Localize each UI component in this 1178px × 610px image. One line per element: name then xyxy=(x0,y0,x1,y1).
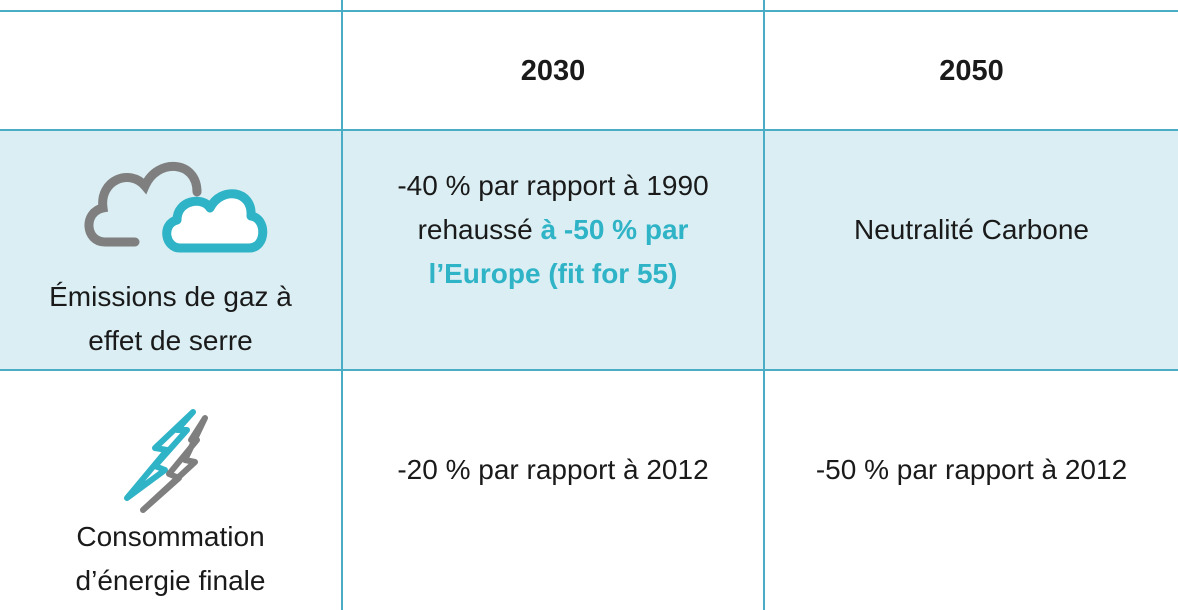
text: Neutralité Carbone xyxy=(853,214,1090,245)
text-line: Neutralité Carbone xyxy=(854,208,1089,252)
cell-content: -50 % par rapport à 2012 xyxy=(765,370,1178,570)
lightning-icon xyxy=(124,409,208,513)
cloud-icon xyxy=(84,161,268,253)
cell-content: -40 % par rapport à 1990 rehaussé à -50 % … xyxy=(343,130,763,330)
header-cell: 2050 xyxy=(765,12,1178,129)
rule xyxy=(0,10,1178,12)
label-line: Consommation xyxy=(76,521,265,552)
rule xyxy=(0,369,1178,371)
header-text: 2030 xyxy=(520,54,586,87)
label-line: effet de serre xyxy=(88,325,253,356)
row-label: Consommation d’énergie finale xyxy=(0,515,341,603)
label-line: d’énergie finale xyxy=(75,565,266,596)
text-line: rehaussé à -50 % par xyxy=(418,208,689,252)
text: -20 % par rapport à 2012 xyxy=(397,454,709,485)
text: -40 % par rapport à 1990 xyxy=(397,170,709,201)
cell-content: -20 % par rapport à 2012 xyxy=(343,370,763,570)
rule xyxy=(341,0,343,610)
rule xyxy=(0,129,1178,131)
text: -50 % par rapport à 2012 xyxy=(815,454,1128,485)
header-cell: 2030 xyxy=(343,12,763,129)
rule xyxy=(763,0,765,610)
highlight-text: l’Europe (fit for 55) xyxy=(428,258,678,289)
text-line: -20 % par rapport à 2012 xyxy=(397,448,708,492)
text-line: l’Europe (fit for 55) xyxy=(429,252,678,296)
header-text: 2050 xyxy=(939,54,1004,87)
row-label: Émissions de gaz à effet de serre xyxy=(0,275,341,363)
label-line: Émissions de gaz à xyxy=(49,281,292,312)
text-line: -40 % par rapport à 1990 xyxy=(397,164,708,208)
text-line: -50 % par rapport à 2012 xyxy=(816,448,1127,492)
highlight-text: à -50 % par xyxy=(540,214,689,245)
text: rehaussé xyxy=(417,214,533,245)
cell-content: Neutralité Carbone xyxy=(765,130,1178,330)
